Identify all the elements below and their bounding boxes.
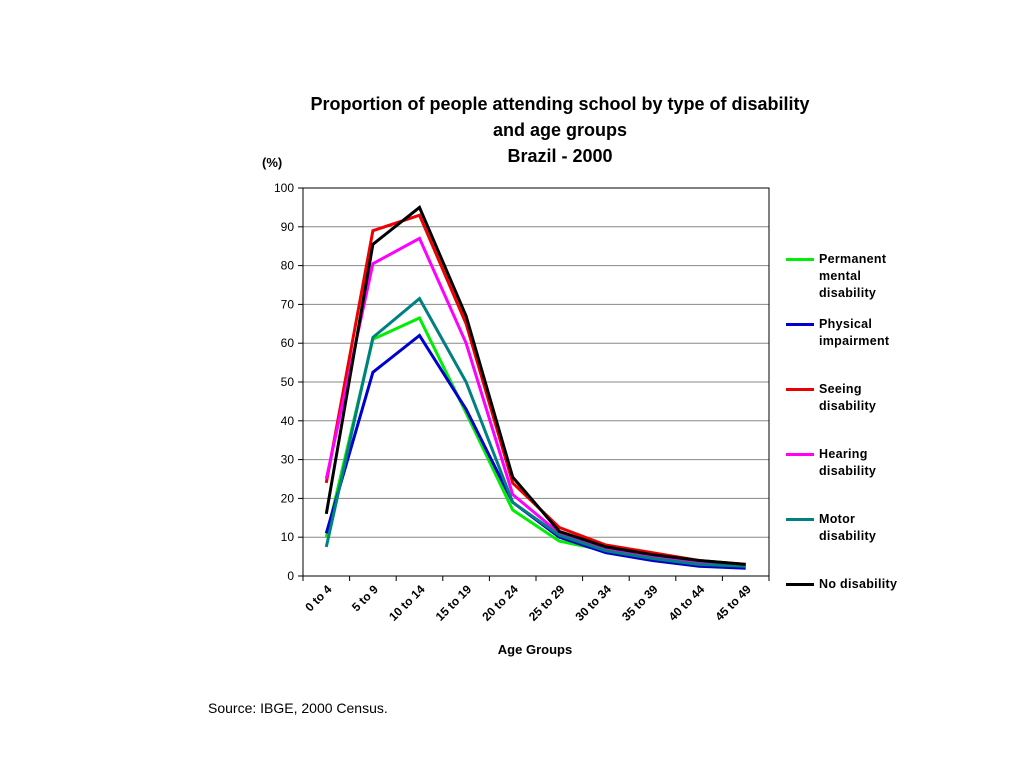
x-tick-label: 25 to 29 xyxy=(526,582,568,624)
legend-label: Seeing disability xyxy=(819,382,877,413)
x-tick-label: 5 to 9 xyxy=(349,582,381,614)
y-tick-label: 20 xyxy=(281,491,295,505)
chart-title-line-3: Brazil - 2000 xyxy=(507,146,613,166)
y-axis-label: (%) xyxy=(262,155,283,170)
legend-swatch xyxy=(786,323,814,326)
chart-title-line-1: Proportion of people attending school by… xyxy=(310,94,810,114)
series-line xyxy=(324,236,746,568)
x-tick-label: 30 to 34 xyxy=(573,582,615,624)
x-tick-label: 45 to 49 xyxy=(712,582,754,624)
x-tick-label: 35 to 39 xyxy=(619,582,661,624)
chart-title-line-2: and age groups xyxy=(492,120,627,140)
y-axis: 0 10 20 30 40 50 60 70 80 90 100 xyxy=(274,181,303,583)
y-tick-label: 10 xyxy=(281,530,295,544)
source-note: Source: IBGE, 2000 Census. xyxy=(208,700,388,716)
legend-label: Physical impairment xyxy=(819,317,890,348)
y-tick-label: 100 xyxy=(274,181,294,195)
x-tick-label: 40 to 44 xyxy=(666,582,708,624)
y-tick-label: 80 xyxy=(281,259,295,273)
y-tick-label: 90 xyxy=(281,220,295,234)
y-tick-label: 40 xyxy=(281,414,295,428)
legend-swatch xyxy=(786,453,814,456)
series-line xyxy=(324,333,746,570)
x-tick-label: 20 to 24 xyxy=(479,582,521,624)
legend-label: Hearing disability xyxy=(819,447,877,478)
series-line xyxy=(324,316,746,568)
legend-label: No disability xyxy=(819,577,898,591)
y-tick-label: 0 xyxy=(287,569,294,583)
legend-swatch xyxy=(786,518,814,521)
y-tick-label: 30 xyxy=(281,453,295,467)
series-line xyxy=(324,205,746,566)
x-tick-label: 0 to 4 xyxy=(302,582,334,614)
x-axis: 0 to 4 5 to 9 10 to 14 15 to 19 20 to 24 25 t… xyxy=(302,576,770,624)
legend-label: Permanent mental disability xyxy=(819,252,887,300)
legend-swatch xyxy=(786,258,814,261)
series-lines xyxy=(324,205,746,570)
x-tick-label: 10 to 14 xyxy=(386,582,428,624)
x-tick-label: 15 to 19 xyxy=(433,582,475,624)
legend-swatch xyxy=(786,583,814,586)
gridlines xyxy=(303,226,769,538)
legend-label: Motor disability xyxy=(819,512,877,543)
x-axis-label: Age Groups xyxy=(497,642,573,657)
legend-swatch xyxy=(786,388,814,391)
series-line xyxy=(324,296,746,568)
y-tick-label: 50 xyxy=(281,375,295,389)
y-tick-label: 70 xyxy=(281,297,295,311)
y-tick-label: 60 xyxy=(281,336,295,350)
